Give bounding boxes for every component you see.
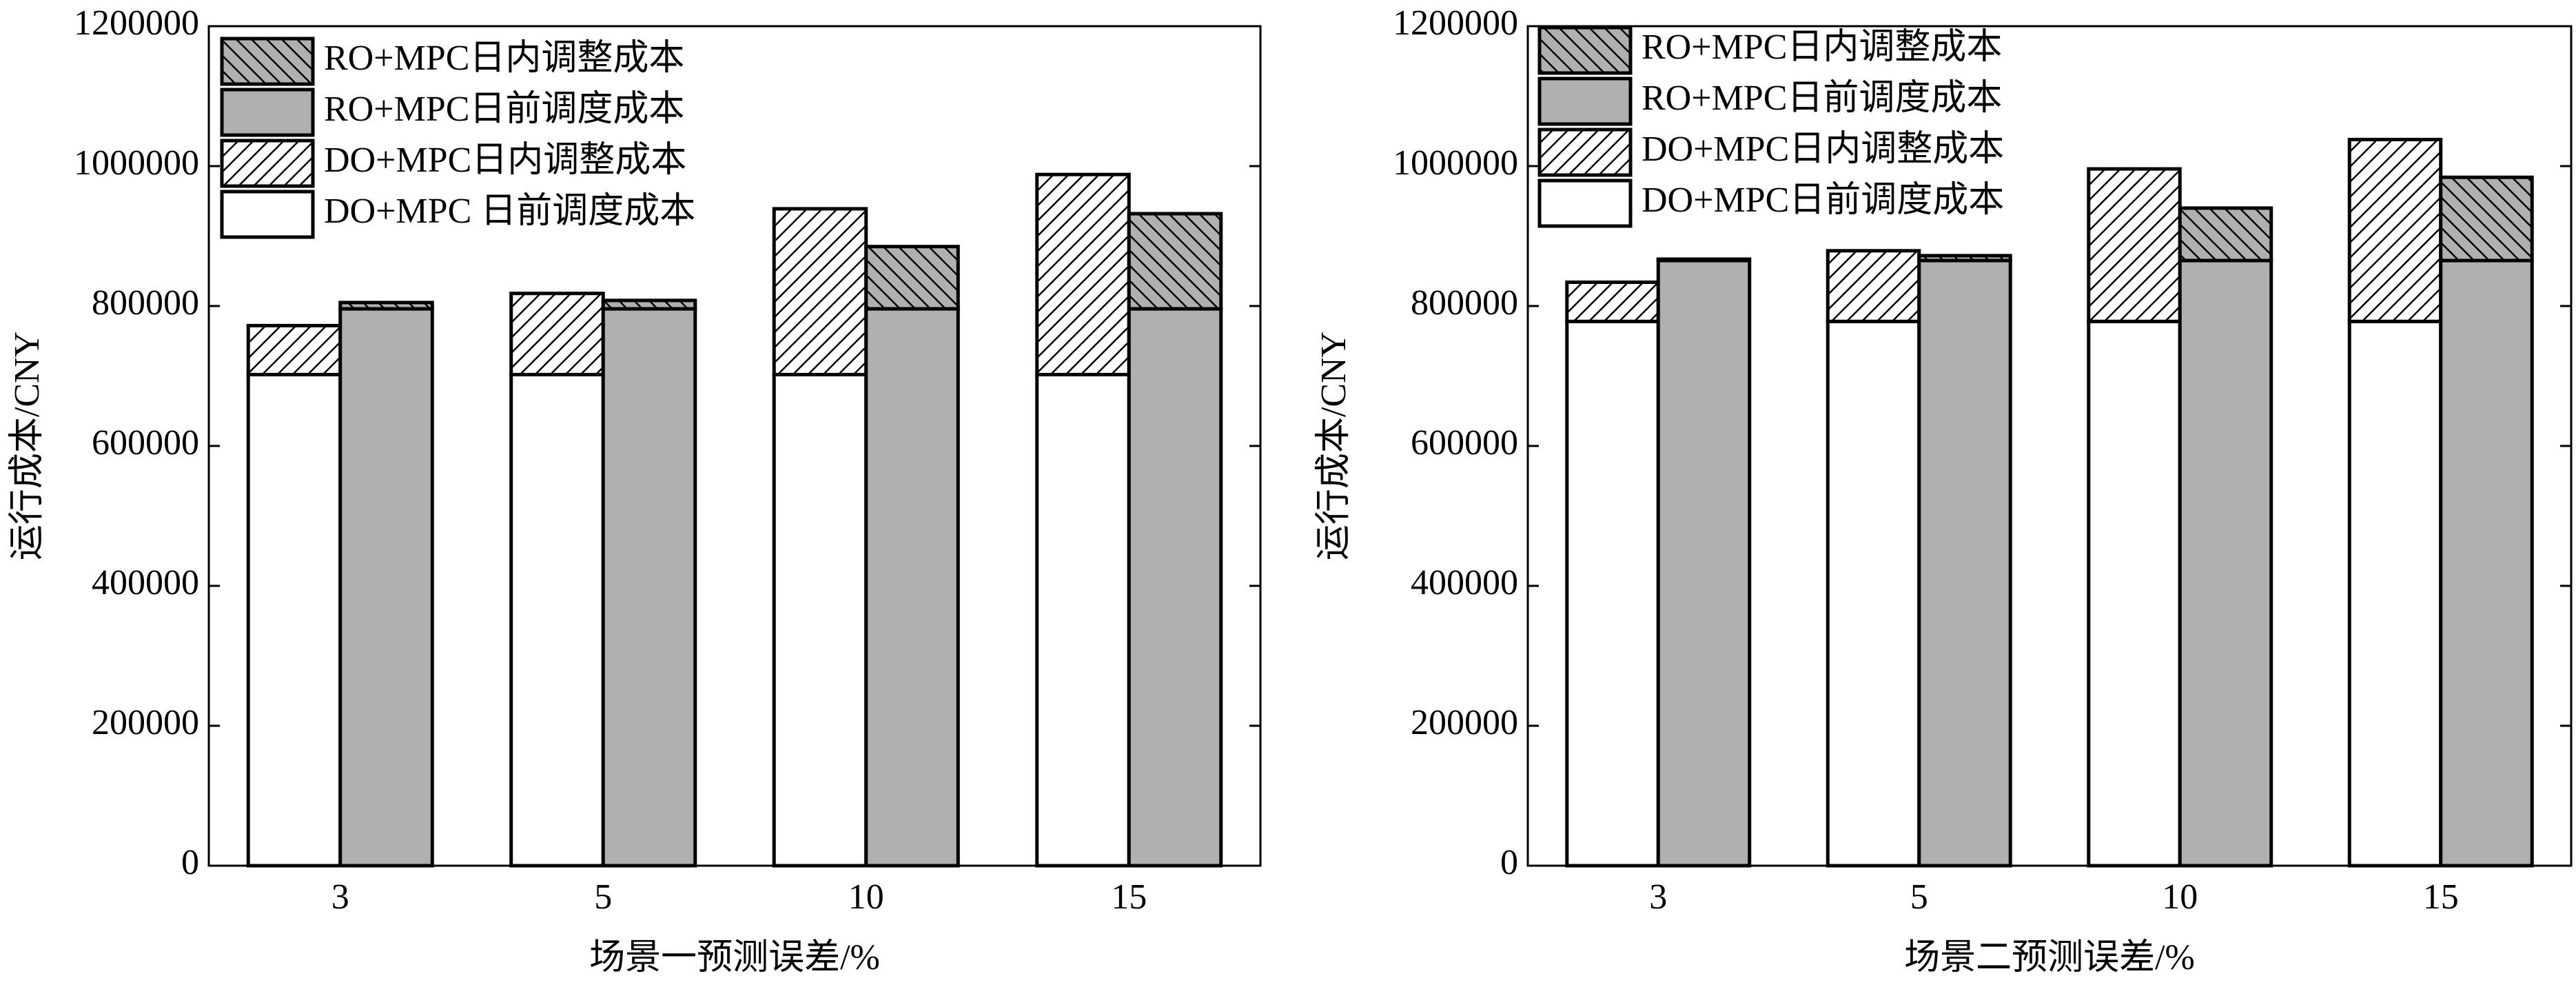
bar-segment [246,323,343,376]
legend-label: DO+MPC日内调整成本 [324,141,686,180]
y-tick-label: 600000 [1411,423,1518,462]
legend-swatch [220,88,315,137]
x-tick-label: 15 [1111,877,1147,917]
y-tick-label: 1200000 [1393,3,1518,43]
legend-swatch [1537,179,1633,228]
bar-segment [2347,319,2443,868]
bar-segment [338,307,434,868]
bar-segment [1656,258,1752,868]
bar-segment [1917,258,2012,868]
legend-swatch [1537,77,1633,126]
y-tick-label: 800000 [1411,283,1518,323]
legend-swatch [220,190,315,239]
y-tick-label: 0 [181,843,199,882]
plot-frame [1526,25,2573,867]
y-tick-label: 200000 [92,703,199,742]
y-tick-label: 1000000 [74,143,199,183]
y-tick-label: 0 [1500,843,1518,882]
bar-segment [1127,212,1223,311]
y-tick-label: 800000 [92,283,199,323]
y-tick-label: 600000 [92,423,199,462]
bar-segment [1565,280,1660,323]
legend-label: RO+MPC日内调整成本 [1642,28,2002,67]
legend-label: DO+MPC日内调整成本 [1642,130,2004,169]
bar-segment [1656,257,1752,263]
y-axis-label: 运行成本/CNY [1314,332,1353,560]
y-tick-label: 200000 [1411,703,1518,742]
x-tick-label: 3 [331,877,349,917]
legend-swatch [220,37,315,86]
legend-label: DO+MPC日前调度成本 [1642,181,2004,220]
y-tick-label: 1200000 [74,3,199,43]
bar-segment [338,301,434,311]
legend-swatch [1537,128,1633,177]
x-axis-label: 场景一预测误差/% [589,938,880,977]
bar-segment [601,307,697,868]
x-tick-label: 5 [594,877,612,917]
y-tick-label: 400000 [92,563,199,602]
bar-segment [1826,249,1921,323]
bar-segment [509,372,605,868]
bar-segment [1127,307,1223,868]
bar-segment [1035,372,1131,868]
x-tick-label: 10 [848,877,884,917]
bar-segment [1826,319,1921,868]
x-tick-label: 15 [2423,877,2459,917]
y-tick-label: 400000 [1411,563,1518,602]
bar-segment [1035,172,1131,376]
legend-swatch [220,139,315,188]
x-tick-label: 10 [2162,877,2198,917]
bar-segment [772,372,868,868]
bar-segment [864,307,960,868]
bar-segment [2087,319,2182,868]
x-tick-label: 5 [1910,877,1928,917]
y-axis-label: 运行成本/CNY [8,332,47,560]
bar-segment [246,372,343,868]
x-axis-label: 场景二预测误差/% [1904,938,2195,977]
bar-segment [2178,206,2273,263]
legend-label: RO+MPC日前调度成本 [324,90,684,129]
bar-segment [772,207,868,376]
bar-segment [509,292,605,376]
legend-label: RO+MPC日内调整成本 [324,39,684,78]
bar-segment [1565,319,1660,868]
legend-label: RO+MPC日前调度成本 [1642,79,2002,118]
plot-frame [207,25,1262,867]
legend-swatch [1537,26,1633,75]
bar-segment [1917,254,2012,263]
bar-segment [2178,258,2273,868]
bar-segment [601,298,697,311]
bar-segment [864,245,960,311]
y-tick-label: 1000000 [1393,143,1518,183]
bar-segment [2347,137,2443,323]
bar-segment [2439,258,2534,868]
bar-segment [2439,175,2534,263]
bar-segment [2087,167,2182,323]
x-tick-label: 3 [1649,877,1667,917]
legend-label: DO+MPC 日前调度成本 [324,192,695,231]
